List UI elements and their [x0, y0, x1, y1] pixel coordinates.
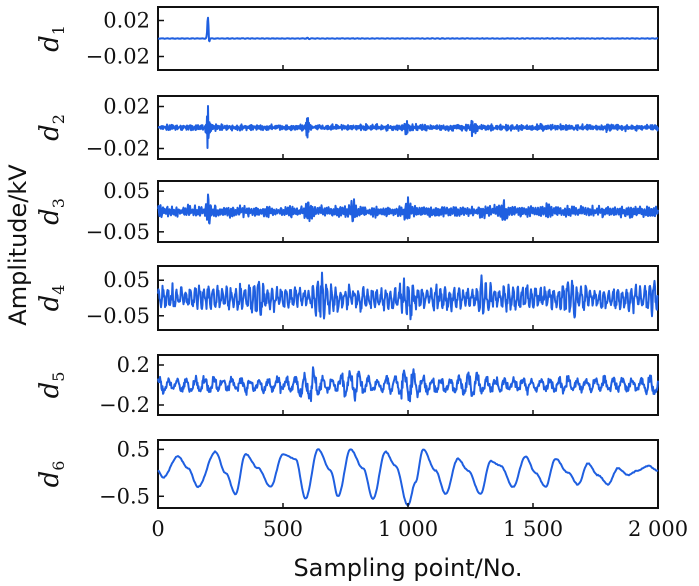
panel-6-ytick-label-1: −0.5 — [99, 484, 150, 508]
panel-2-series-line — [157, 105, 659, 149]
y-axis-title: Amplitude/kV — [4, 164, 32, 326]
panel-1-ytick-label-0: 0.02 — [103, 9, 150, 33]
panel-1-label-sub: 1 — [49, 25, 68, 35]
panel-5-ytick-label-1: −0.2 — [99, 393, 150, 417]
x-axis: 0 500 1 000 1 500 2 000 — [151, 65, 688, 541]
panel-5-label: d5 — [35, 372, 68, 399]
xtick-label-1: 500 — [263, 517, 303, 541]
panel-3-label: d3 — [35, 198, 68, 225]
panel-3-ytick-label-0: 0.05 — [103, 179, 150, 203]
panel-5-ytick-label-0: 0.2 — [117, 353, 150, 377]
panel-6-label-name: d — [35, 471, 65, 488]
panels: 0.02−0.02d10.02−0.02d20.05−0.05d30.05−0.… — [35, 6, 659, 509]
panel-6-label-sub: 6 — [49, 461, 68, 471]
panel-5-label-sub: 5 — [49, 372, 68, 382]
panel-6: 0.5 −0.5 d6 — [35, 437, 659, 509]
panel-2-ytick-label-1: −0.02 — [86, 137, 150, 161]
panel-3-ytick-label-1: −0.05 — [86, 220, 150, 244]
panel-3: 0.05 −0.05 d3 — [35, 179, 659, 244]
xtick-label-0: 0 — [151, 517, 164, 541]
panel-1-ytick-label-1: −0.02 — [86, 45, 150, 69]
panel-4: 0.05 −0.05 d4 — [35, 265, 659, 331]
panel-2-label: d2 — [35, 114, 68, 141]
panel-6-ytick-label-0: 0.5 — [117, 437, 150, 461]
panel-5-series-line — [157, 366, 659, 403]
panel-4-series-line — [157, 271, 659, 321]
panel-4-label: d4 — [35, 285, 68, 312]
panel-3-label-sub: 3 — [49, 198, 68, 208]
panel-4-label-sub: 4 — [49, 285, 68, 295]
panel-1-label: d1 — [35, 25, 68, 52]
panel-2-ytick-label-0: 0.02 — [103, 95, 150, 119]
panel-6-label: d6 — [35, 461, 68, 488]
xtick-label-4: 2 000 — [628, 517, 688, 541]
panel-2-label-name: d — [35, 124, 65, 141]
panel-1: 0.02 −0.02 d1 — [35, 6, 659, 71]
panel-4-ytick-label-1: −0.05 — [86, 304, 150, 328]
panel-3-label-name: d — [35, 208, 65, 225]
panel-3-series-line — [157, 193, 659, 225]
panel-1-series-line — [157, 16, 659, 43]
panel-6-series-line — [157, 448, 659, 507]
x-axis-title: Sampling point/No. — [293, 554, 522, 582]
xtick-label-3: 1 500 — [503, 517, 563, 541]
panel-4-ytick-label-0: 0.05 — [103, 268, 150, 292]
panel-5-label-name: d — [35, 382, 65, 399]
panel-4-label-name: d — [35, 295, 65, 312]
panel-2-label-sub: 2 — [49, 114, 68, 124]
xtick-label-2: 1 000 — [378, 517, 438, 541]
panel-2: 0.02 −0.02 d2 — [35, 95, 659, 161]
panel-1-label-name: d — [35, 35, 65, 52]
panel-5: 0.2 −0.2 d5 — [35, 353, 659, 417]
